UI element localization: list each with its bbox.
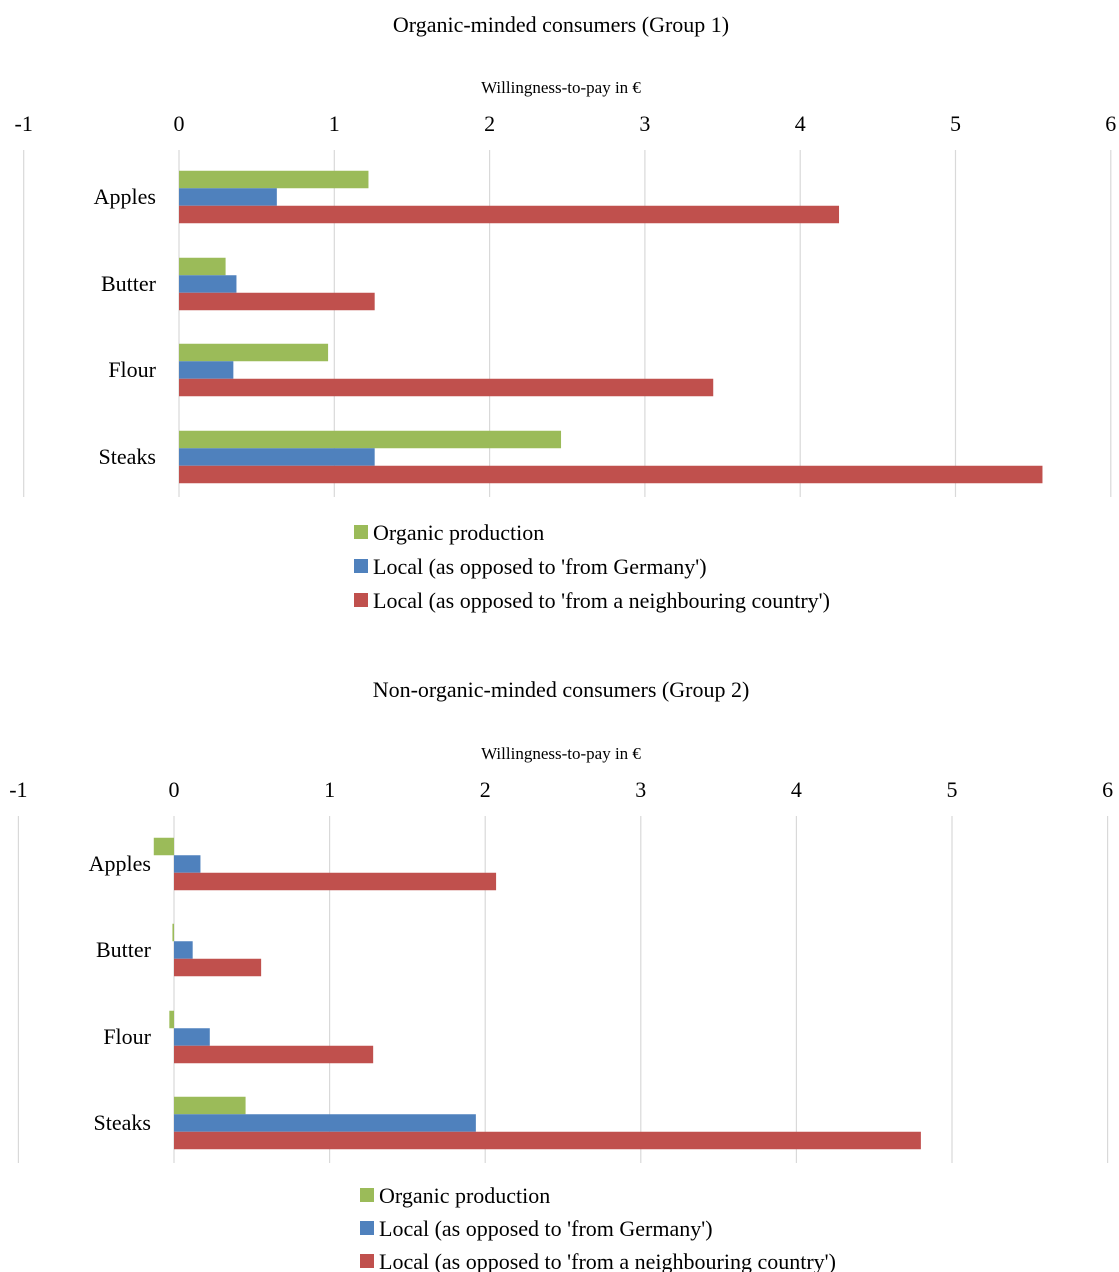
chart-1-bar <box>179 170 369 189</box>
chart-1-title: Organic-minded consumers (Group 1) <box>393 12 729 37</box>
chart-1-bar <box>179 205 840 224</box>
chart-1-x-tick-label: 5 <box>950 111 961 136</box>
chart-1-category-label: Apples <box>94 184 156 209</box>
chart-2-x-tick-label: 5 <box>947 777 958 802</box>
chart-2-x-tick-label: 2 <box>480 777 491 802</box>
chart-2-bar <box>172 923 174 942</box>
chart-2-title: Non-organic-minded consumers (Group 2) <box>373 677 750 702</box>
chart-2-legend-swatch <box>360 1188 374 1202</box>
chart-1-category-label: Steaks <box>99 444 156 469</box>
chart-1-bar <box>179 188 277 206</box>
chart-1-x-tick-label: -1 <box>15 111 33 136</box>
chart-2-legend-label: Local (as opposed to 'from Germany') <box>379 1216 713 1241</box>
chart-1-x-tick-label: 2 <box>484 111 495 136</box>
chart-1-legend-swatch <box>354 559 368 573</box>
chart-2-bar <box>174 958 262 977</box>
chart-1-bar <box>179 465 1043 484</box>
chart-1-legend-label: Local (as opposed to 'from Germany') <box>373 554 707 579</box>
chart-2-x-axis-title: Willingness-to-pay in € <box>481 744 641 763</box>
chart-1-category-label: Butter <box>101 271 157 296</box>
chart-2-bar <box>174 1114 476 1132</box>
chart-1-category-label: Flour <box>108 357 156 382</box>
chart-2-x-tick-label: 1 <box>324 777 335 802</box>
chart-1-bar <box>179 448 375 466</box>
chart-1-legend-label: Organic production <box>373 520 544 545</box>
chart-1-bar <box>179 430 562 449</box>
chart-1-x-tick-label: 6 <box>1105 111 1116 136</box>
chart-1-legend-swatch <box>354 593 368 607</box>
chart-1-legend-label: Local (as opposed to 'from a neighbourin… <box>373 588 830 613</box>
chart-2-bar <box>153 837 174 856</box>
chart-1-legend-swatch <box>354 525 368 539</box>
chart-2-bar <box>174 872 497 891</box>
chart-2-legend-label: Organic production <box>379 1183 550 1208</box>
chart-2-category-label: Butter <box>96 937 152 962</box>
chart-2-legend-swatch <box>360 1221 374 1235</box>
chart-1-x-tick-label: 3 <box>639 111 650 136</box>
chart-1-x-tick-label: 0 <box>174 111 185 136</box>
chart-2-bar <box>174 1045 374 1064</box>
chart-2-x-tick-label: -1 <box>9 777 27 802</box>
chart-1-x-axis-title: Willingness-to-pay in € <box>481 78 641 97</box>
chart-2-legend-label: Local (as opposed to 'from a neighbourin… <box>379 1249 836 1272</box>
chart-2-bar <box>174 855 201 873</box>
chart-2-x-tick-label: 0 <box>169 777 180 802</box>
chart-2-bar <box>174 1028 210 1046</box>
chart-2-bar <box>174 941 193 959</box>
chart-2-category-label: Flour <box>103 1024 151 1049</box>
chart-1-x-tick-label: 4 <box>795 111 806 136</box>
chart-1-x-tick-label: 1 <box>329 111 340 136</box>
chart-2-bar <box>169 1010 174 1029</box>
chart-2-legend-swatch <box>360 1254 374 1268</box>
chart-1-bar <box>179 361 234 379</box>
chart-2-x-tick-label: 4 <box>791 777 802 802</box>
chart-2-x-tick-label: 6 <box>1102 777 1113 802</box>
chart-2-category-label: Steaks <box>94 1110 151 1135</box>
chart-2-category-label: Apples <box>89 851 151 876</box>
chart-2-bar <box>174 1096 246 1115</box>
chart-2-x-tick-label: 3 <box>635 777 646 802</box>
chart-1-bar <box>179 378 714 397</box>
chart-1-bar <box>179 275 237 293</box>
chart-1-bar <box>179 343 329 362</box>
chart-1-bar <box>179 257 226 276</box>
chart-1-bar <box>179 292 375 311</box>
chart-2-bar <box>174 1131 921 1150</box>
